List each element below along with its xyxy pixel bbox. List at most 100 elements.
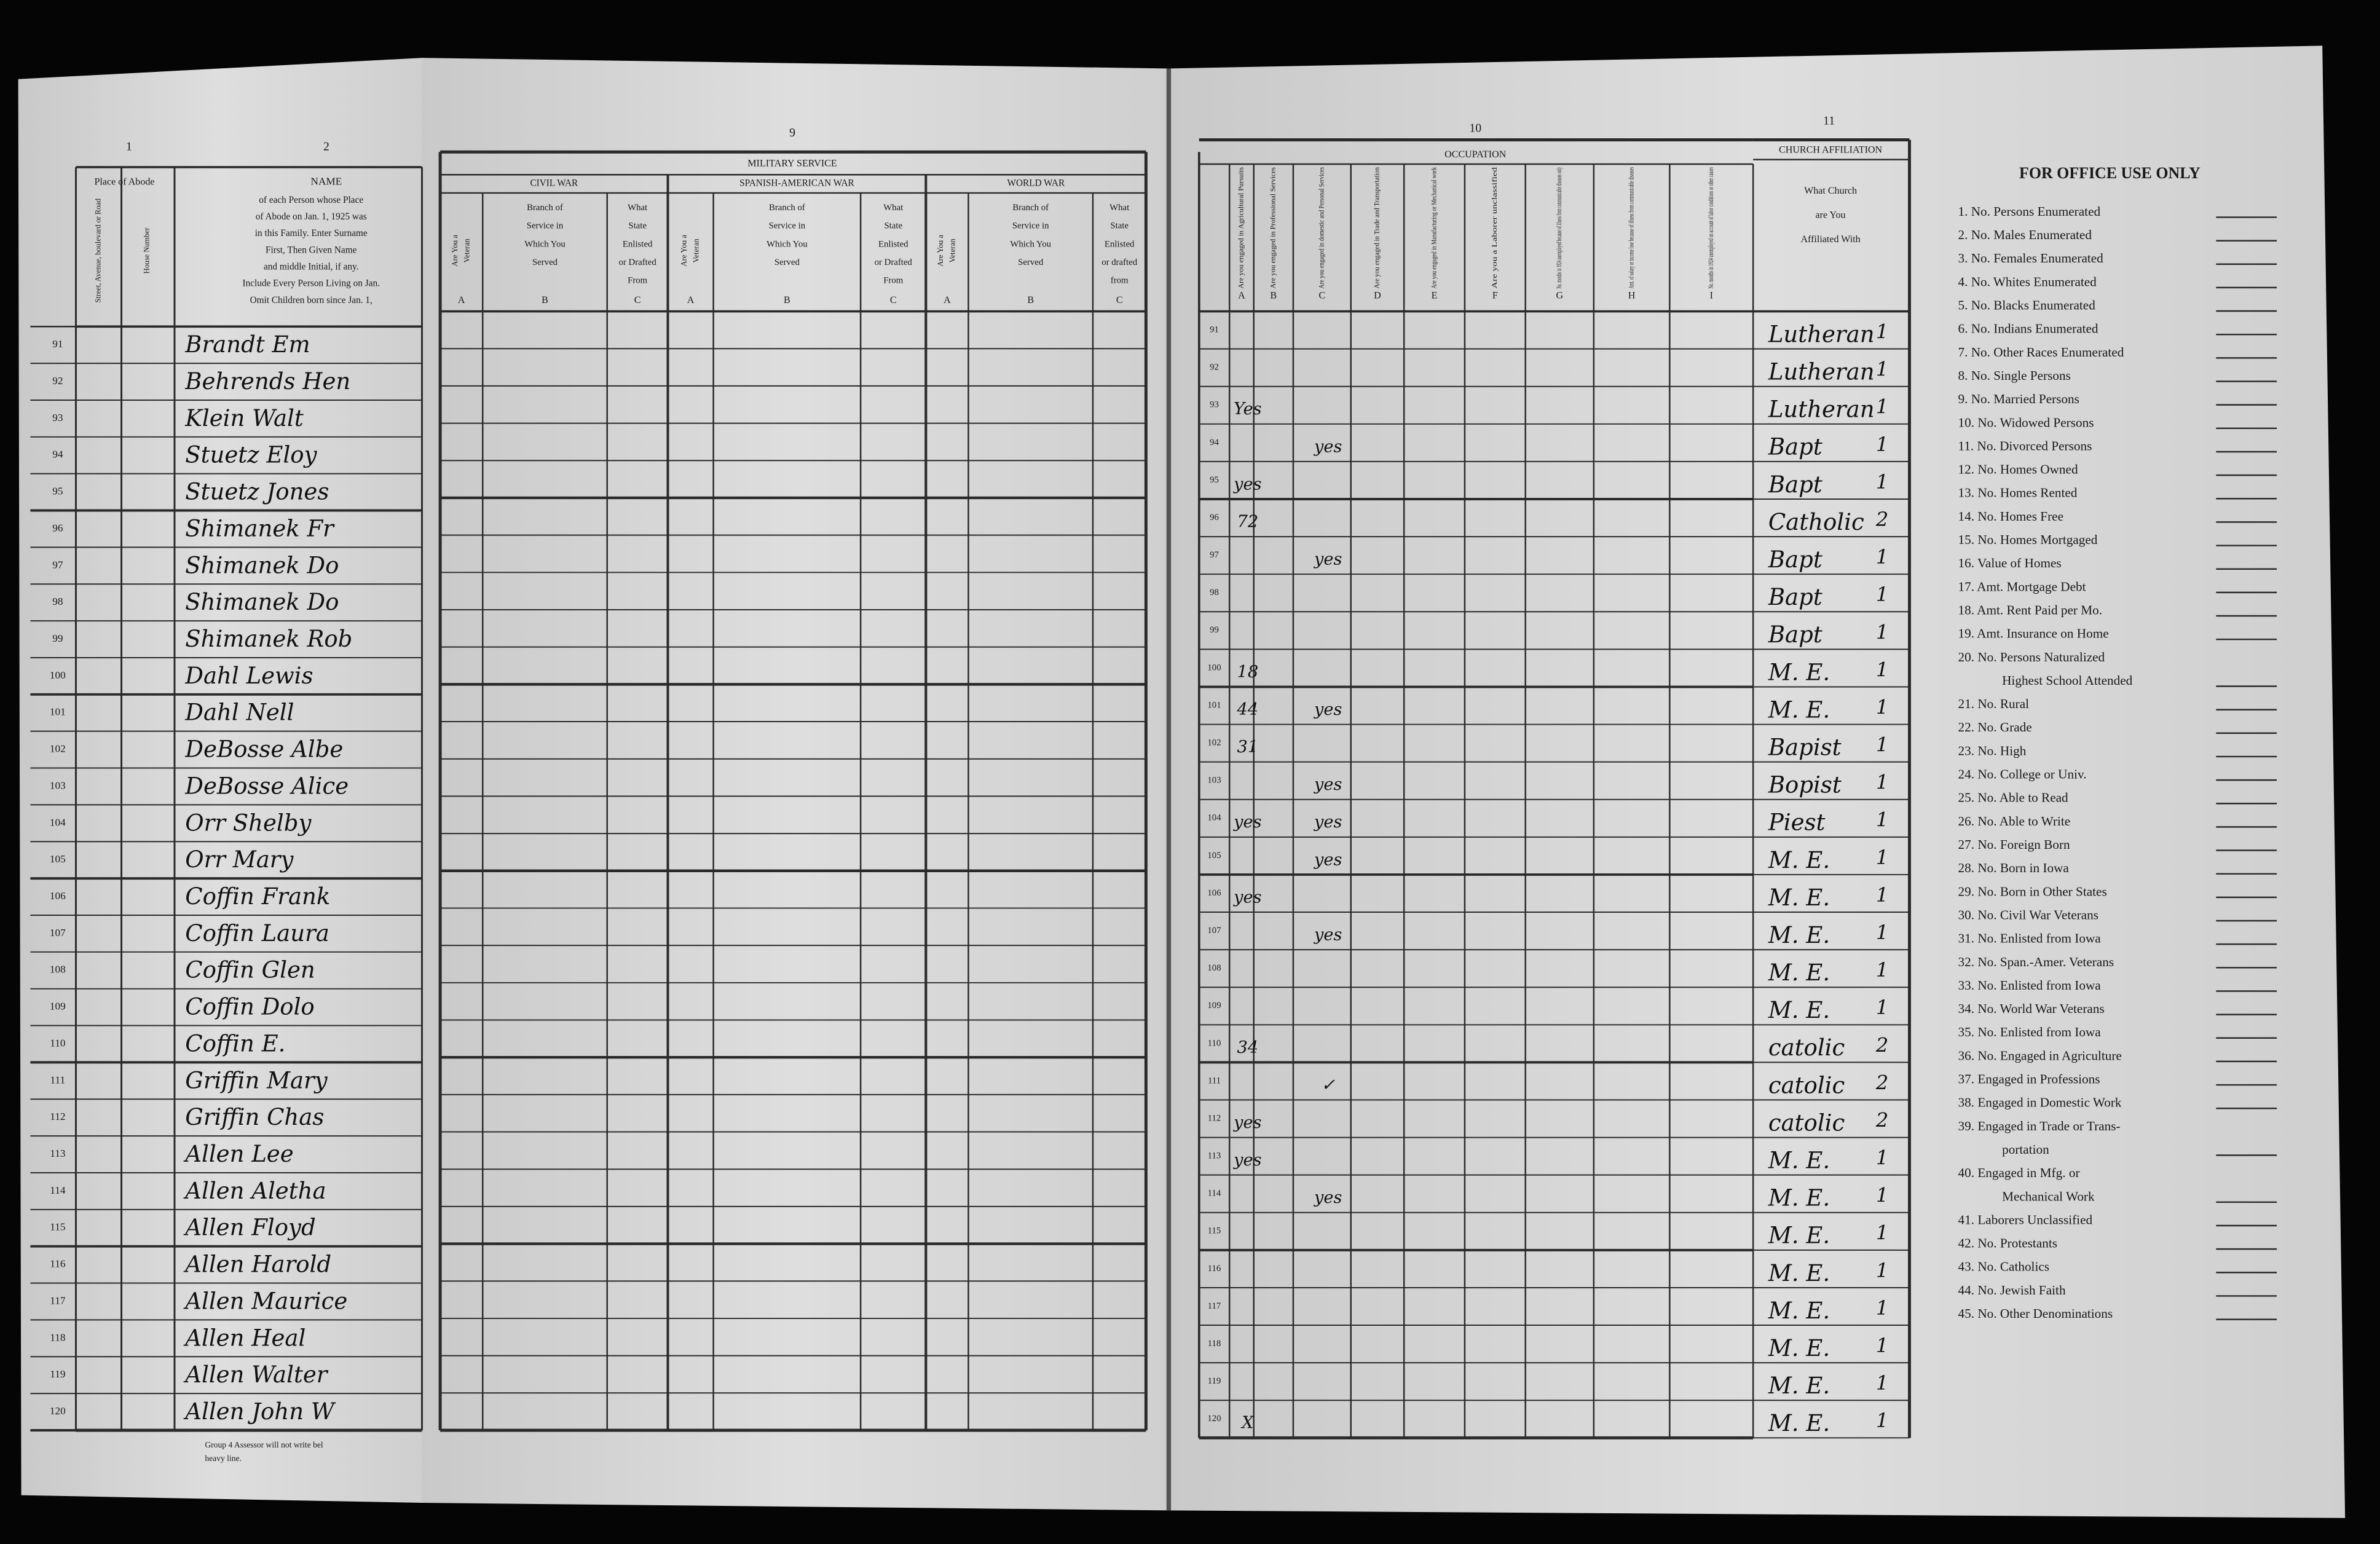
office-item: Mechanical Work	[2002, 1189, 2095, 1203]
church-count: 1	[1876, 771, 1888, 794]
left-page	[18, 58, 422, 1503]
name-entry: DeBosse Alice	[184, 773, 349, 799]
column-header: State	[884, 221, 902, 231]
row-number: 110	[50, 1037, 65, 1049]
name-entry: Dahl Lewis	[184, 663, 313, 689]
office-item: 23. No. High	[1958, 743, 2027, 758]
church-count: 1	[1876, 620, 1888, 644]
row-number: 113	[1208, 1151, 1221, 1161]
church-count: 2	[1875, 1108, 1888, 1132]
church-count: 1	[1876, 320, 1888, 344]
column-header: or drafted	[1101, 258, 1138, 267]
right-page	[1168, 45, 2346, 1518]
occupation-entry: 44	[1237, 700, 1259, 719]
column-header: Which You	[1010, 239, 1051, 249]
church-count: 1	[1876, 1221, 1888, 1245]
church-entry: M. E.	[1768, 1298, 1830, 1324]
column-letter: A	[687, 295, 695, 305]
church-entry: catolic	[1768, 1109, 1845, 1136]
column-letter: B	[784, 295, 790, 305]
row-number: 115	[50, 1221, 65, 1233]
office-item: 14. No. Homes Free	[1958, 509, 2064, 524]
label: NAME	[310, 176, 342, 187]
office-item: 41. Laborers Unclassified	[1958, 1212, 2093, 1227]
row-number: 113	[50, 1148, 65, 1159]
occupation-entry: yes	[1233, 1151, 1261, 1170]
column-header: Service in	[527, 221, 564, 231]
row-number: 116	[50, 1258, 66, 1270]
label: MILITARY SERVICE	[747, 159, 837, 169]
row-number: 98	[1210, 588, 1219, 597]
church-count: 1	[1876, 1184, 1888, 1207]
office-item: 30. No. Civil War Veterans	[1958, 907, 2099, 922]
row-number: 101	[1207, 700, 1221, 710]
row-number: 120	[1207, 1414, 1221, 1424]
row-number: 117	[1208, 1301, 1221, 1311]
office-item: 21. No. Rural	[1958, 696, 2030, 711]
label: 11	[1823, 114, 1835, 127]
label: Street, Avenue, boulevard or Road	[93, 198, 102, 302]
occupation-entry: yes	[1314, 437, 1342, 456]
column-header: From	[883, 276, 904, 286]
row-number: 96	[52, 522, 63, 534]
name-entry: Orr Mary	[185, 846, 294, 873]
column-header: Served	[774, 258, 800, 267]
office-item: 9. No. Married Persons	[1958, 392, 2079, 406]
church-entry: M. E.	[1768, 847, 1830, 873]
church-count: 1	[1876, 1296, 1888, 1320]
office-item: 36. No. Engaged in Agriculture	[1958, 1048, 2122, 1063]
row-number: 97	[52, 559, 63, 570]
office-item: 33. No. Enlisted from Iowa	[1958, 978, 2102, 993]
row-number: 108	[50, 964, 66, 975]
label: Omit Children born since Jan. 1,	[250, 295, 372, 305]
row-number: 94	[52, 449, 63, 460]
name-entry: Allen Harold	[183, 1251, 331, 1278]
church-count: 2	[1875, 508, 1888, 531]
church-count: 1	[1876, 733, 1888, 757]
name-entry: Coffin Frank	[185, 883, 330, 910]
church-count: 1	[1876, 883, 1888, 907]
column-header: Are You a	[680, 235, 688, 267]
name-entry: Allen John W	[183, 1398, 336, 1425]
office-item: 3. No. Females Enumerated	[1958, 251, 2104, 266]
row-number: 119	[1208, 1376, 1221, 1386]
church-entry: Bapt	[1768, 546, 1822, 573]
office-item: 17. Amt. Mortgage Debt	[1958, 579, 2086, 594]
column-header: Are you engaged in Manufacturing or Mech…	[1429, 167, 1438, 289]
row-number: 93	[52, 412, 63, 423]
name-entry: Allen Floyd	[183, 1215, 315, 1241]
church-count: 1	[1876, 808, 1888, 832]
church-entry: M. E.	[1768, 1410, 1830, 1436]
column-letter: B	[542, 295, 548, 305]
name-entry: Shimanek Fr	[185, 515, 335, 542]
church-entry: M. E.	[1768, 884, 1830, 911]
row-number: 102	[1207, 738, 1221, 748]
column-header: State	[1110, 221, 1129, 231]
label: of Abode on Jan. 1, 1925 was	[256, 211, 367, 222]
occupation-entry: X	[1240, 1414, 1255, 1433]
church-count: 1	[1876, 583, 1888, 606]
row-number: 96	[1210, 513, 1219, 522]
office-item: 42. No. Protestants	[1958, 1236, 2058, 1251]
church-entry: Piest	[1768, 809, 1826, 836]
row-number: 116	[1208, 1264, 1221, 1274]
row-number: 93	[1210, 400, 1219, 410]
name-entry: DeBosse Albe	[184, 736, 343, 763]
church-count: 1	[1876, 695, 1888, 719]
office-item: 35. No. Enlisted from Iowa	[1958, 1025, 2102, 1039]
label: Affiliated With	[1800, 234, 1860, 245]
label: CHURCH AFFILIATION	[1779, 144, 1882, 155]
label: 1	[126, 140, 132, 153]
office-item: 20. No. Persons Naturalized	[1958, 650, 2105, 664]
column-letter: C	[1318, 291, 1325, 301]
row-number: 108	[1207, 963, 1221, 973]
office-item: 19. Amt. Insurance on Home	[1958, 626, 2109, 641]
name-entry: Klein Walt	[184, 405, 304, 431]
row-number: 107	[50, 927, 66, 939]
label: WORLD WAR	[1007, 178, 1065, 189]
row-number: 101	[50, 706, 66, 718]
office-item: 32. No. Span.-Amer. Veterans	[1958, 955, 2114, 969]
church-entry: M. E.	[1768, 1148, 1830, 1174]
column-header: Enlisted	[878, 239, 908, 249]
column-letter: F	[1492, 291, 1498, 301]
